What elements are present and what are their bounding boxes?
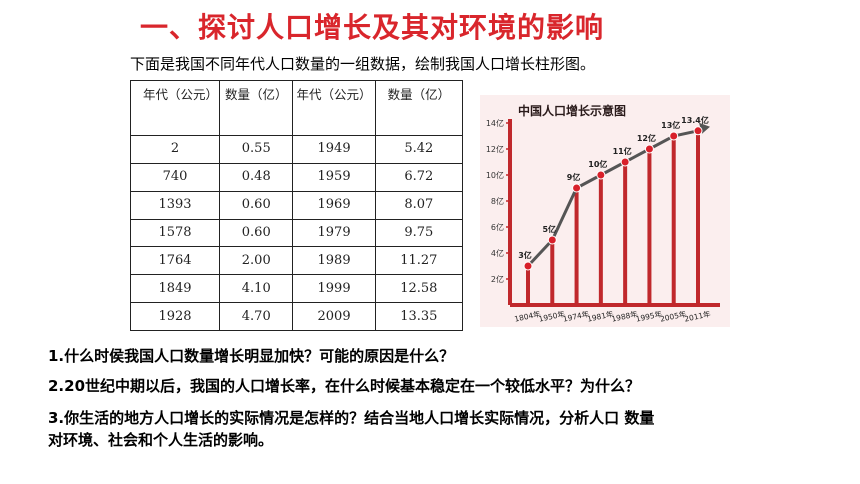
- bar: [696, 130, 700, 305]
- header-era-1: 年代（公元）: [129, 80, 221, 136]
- table-cell: 2.00: [219, 246, 294, 276]
- table-cell: 2009: [292, 302, 376, 331]
- data-label: 3亿: [518, 250, 532, 260]
- bar: [647, 149, 652, 305]
- table-cell: 1949: [292, 135, 376, 164]
- data-label: 12亿: [637, 133, 656, 143]
- table-cell: 5.42: [374, 135, 464, 164]
- population-chart-svg: 中国人口增长示意图 2亿4亿6亿8亿10亿12亿14亿3亿1804年5亿1950…: [480, 95, 730, 327]
- table-cell: 12.58: [374, 274, 464, 304]
- table-cell: 6.72: [374, 162, 464, 192]
- question-1: 1.什么时侯我国人口数量增长明显加快？可能的原因是什么？: [48, 347, 455, 365]
- table-row: 2 0.55 1949 5.42: [129, 135, 464, 164]
- chart-background: [480, 95, 730, 327]
- bar: [598, 175, 603, 305]
- y-tick-label: 12亿: [486, 144, 504, 154]
- data-point: [547, 235, 557, 245]
- table-cell: 0.60: [219, 190, 294, 220]
- page-title: 一、探讨人口增长及其对环境的影响: [140, 11, 605, 44]
- table-cell: 8.07: [374, 190, 464, 220]
- table-row: 1849 4.10 1999 12.58: [129, 274, 464, 304]
- y-tick-label: 14亿: [486, 118, 504, 128]
- question-3: 3.你生活的地方人口增长的实际情况是怎样的？结合当地人口增长实际情况，分析人口 …: [48, 409, 655, 427]
- table-row: 1928 4.70 2009 13.35: [129, 302, 464, 331]
- population-table: 年代（公元） 数量（亿） 年代（公元） 数量（亿） 2 0.55 1949 5.…: [129, 80, 464, 331]
- table-cell: 740: [129, 162, 221, 192]
- table-cell: 4.10: [219, 274, 294, 304]
- data-point: [572, 183, 582, 193]
- data-point: [644, 144, 654, 154]
- table-cell: 1969: [292, 190, 376, 220]
- bar: [574, 188, 579, 305]
- header-count-1: 数量（亿）: [219, 80, 294, 136]
- table-cell: 1764: [129, 246, 221, 276]
- y-tick-label: 10亿: [486, 170, 504, 180]
- bar: [671, 136, 676, 305]
- table-cell: 0.60: [219, 218, 294, 248]
- data-point: [693, 126, 703, 136]
- y-tick-label: 8亿: [491, 196, 504, 206]
- table-cell: 1928: [129, 302, 221, 331]
- bar: [623, 162, 628, 305]
- population-chart: 中国人口增长示意图 2亿 4亿 6亿 8亿 10亿 12亿 14亿 3亿 1804年 5亿 1950…: [480, 95, 730, 327]
- y-tick-label: 4亿: [491, 248, 504, 258]
- data-label: 10亿: [588, 159, 607, 169]
- table-cell: 0.55: [219, 135, 294, 164]
- table-row: 1578 0.60 1979 9.75: [129, 218, 464, 248]
- header-era-2: 年代（公元）: [292, 80, 376, 136]
- header-count-2: 数量（亿）: [374, 80, 464, 136]
- table-cell: 11.27: [374, 246, 464, 276]
- chart-title: 中国人口增长示意图: [518, 103, 626, 118]
- table-cell: 1959: [292, 162, 376, 192]
- data-label: 13.4亿: [681, 115, 709, 125]
- table-cell: 9.75: [374, 218, 464, 248]
- question-3-continued: 对环境、社会和个人生活的影响。: [48, 431, 274, 449]
- table-cell: 13.35: [374, 302, 464, 331]
- table-cell: 1999: [292, 274, 376, 304]
- intro-text: 下面是我国不同年代人口数量的一组数据，绘制我国人口增长柱形图。: [130, 55, 596, 73]
- data-point: [669, 131, 679, 141]
- table-header-row: 年代（公元） 数量（亿） 年代（公元） 数量（亿）: [129, 80, 464, 136]
- table-cell: 1578: [129, 218, 221, 248]
- table-row: 1764 2.00 1989 11.27: [129, 246, 464, 276]
- y-tick-label: 2亿: [491, 274, 504, 284]
- table-cell: 4.70: [219, 302, 294, 331]
- table-row: 740 0.48 1959 6.72: [129, 162, 464, 192]
- data-label: 9亿: [567, 172, 581, 182]
- table-cell: 1393: [129, 190, 221, 220]
- data-point: [620, 157, 630, 167]
- table-cell: 1849: [129, 274, 221, 304]
- data-label: 5亿: [542, 224, 556, 234]
- y-tick-label: 6亿: [491, 222, 504, 232]
- table-cell: 2: [129, 135, 221, 164]
- table-cell: 1989: [292, 246, 376, 276]
- trend-line: [526, 129, 699, 268]
- bar: [550, 240, 555, 305]
- question-2: 2.20世纪中期以后，我国的人口增长率，在什么时候基本稳定在一个较低水平？为什么…: [48, 377, 641, 395]
- table-cell: 0.48: [219, 162, 294, 192]
- data-point: [523, 261, 533, 271]
- data-label: 11亿: [613, 146, 632, 156]
- data-label: 13亿: [661, 120, 680, 130]
- table-row: 1393 0.60 1969 8.07: [129, 190, 464, 220]
- table-cell: 1979: [292, 218, 376, 248]
- bar: [526, 266, 530, 305]
- data-point: [596, 170, 606, 180]
